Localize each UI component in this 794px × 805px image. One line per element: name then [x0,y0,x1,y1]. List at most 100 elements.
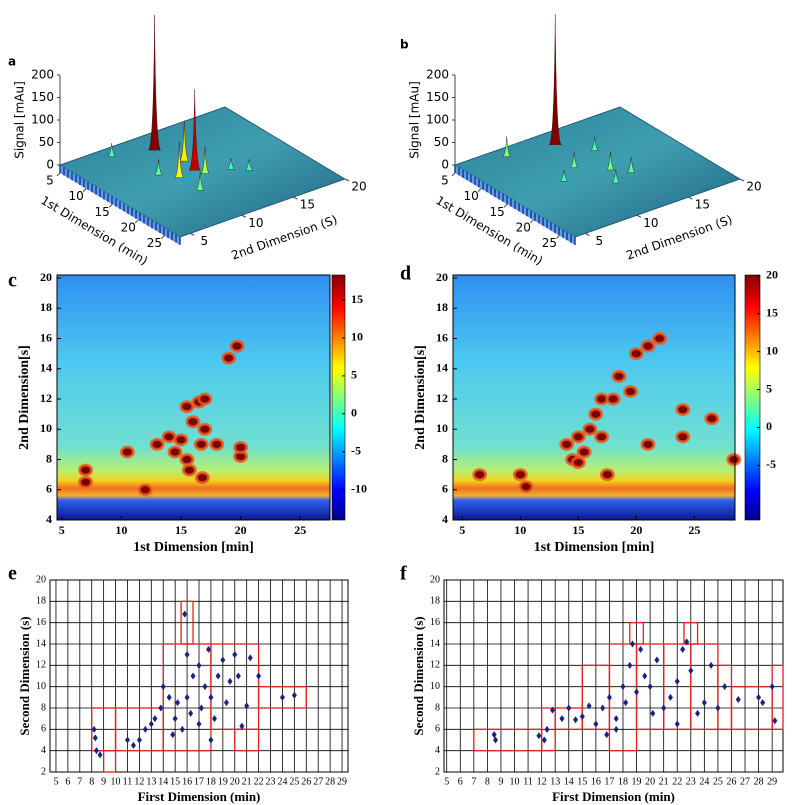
point [92,734,98,742]
point [684,638,690,646]
point [220,656,226,664]
point [160,683,166,691]
point [701,699,707,707]
x-axis-title: 1st Dimension [min] [133,540,254,555]
y-tick-label: 8 [41,702,46,713]
y-axis-title: 2nd Dimension (S) [625,212,735,262]
point [613,725,619,733]
colorbar [744,274,761,521]
hot-spot [78,463,94,477]
panel-letter: e [8,563,17,585]
peak [188,89,201,171]
x-tick-label: 29 [337,776,347,787]
point [642,672,648,680]
plot-frame [452,274,736,521]
peak [200,146,210,174]
colorbar-tick-label: 10 [351,330,363,344]
y-axis-title: 2nd Dimension[s] [413,345,428,450]
z-tick-label: 200 [426,68,449,82]
point [772,717,778,725]
point [638,645,644,653]
point [620,683,626,691]
hot-spot [78,475,94,489]
x-tick-label: 20 [630,523,642,537]
point [536,732,542,740]
hot-spot [197,422,213,436]
x-tick [451,172,456,177]
panel: 5 10 15 20 25 4 6 8 10 12 14 16 18 20 -10 -5 0 5 10 15 1st D… [8,270,367,556]
x-tick-label: 20 [235,523,247,537]
y-tick-label: 15 [695,198,710,212]
x-tick-label: 5 [53,776,58,787]
point [97,751,103,759]
x-tick [477,188,482,193]
x-tick-label: 19 [632,776,642,787]
point [148,720,154,728]
z-tick-label: 200 [31,68,54,82]
x-tick-label: 5 [444,776,449,787]
point [708,661,714,669]
point [256,672,262,680]
y-tick-label: 8 [46,451,52,465]
point [188,709,194,717]
y-tick-label: 8 [442,451,448,465]
hot-spot [628,347,644,361]
y-tick-label: 4 [435,745,440,756]
point [756,693,762,701]
panel-letter: b [400,38,409,52]
point [674,720,680,728]
y-tick [739,178,745,182]
y-tick-label: 16 [40,330,52,344]
y-tick-label: 18 [40,300,52,314]
point [493,736,499,744]
peak [179,120,190,162]
point [182,610,188,618]
x-tick-label: 26 [726,776,736,787]
point [166,693,172,701]
z-axis-title: Signal [mAu] [408,81,422,159]
point [179,725,185,733]
z-tick-label: 150 [31,90,54,104]
point [184,651,190,659]
hot-spot [640,437,656,451]
x-tick-label: 25 [688,523,700,537]
y-tick-label: 12 [430,660,440,671]
point [175,699,181,707]
x-tick-label: 15 [170,776,180,787]
x-tick-label: 11 [523,776,533,787]
point [196,720,202,728]
hot-spot [576,445,592,459]
x-tick-label: 14 [564,776,574,787]
z-tick-label: 150 [426,90,449,104]
point [152,715,158,723]
y-tick-label: 8 [435,702,440,713]
x-tick-label: 12 [134,776,144,787]
hot-spot [229,339,245,353]
hot-spot [512,468,528,482]
x-tick-label: 29 [767,776,777,787]
y-tick-label: 12 [40,391,52,405]
y-tick-label: 10 [436,421,448,435]
y-tick-label: 4 [46,512,52,526]
y-tick-label: 18 [430,596,440,607]
region-box [234,728,260,752]
x-axis-title: 1st Dimension [min] [534,540,655,555]
point [172,715,178,723]
point [232,651,238,659]
y-tick-label: 16 [436,330,448,344]
y-tick-label: 5 [595,234,603,248]
x-tick-label: 7 [77,776,82,787]
hot-spot [119,445,135,459]
peak [627,156,636,173]
x-tick-label: 23 [266,776,276,787]
y-tick-label: 20 [351,180,366,194]
x-tick-label: 5 [441,174,449,188]
colorbar-tick-label: 10 [766,343,778,357]
y-tick [344,178,350,182]
hot-spot [605,392,621,406]
point [566,704,572,712]
x-tick-label: 17 [194,776,204,787]
x-tick-label: 27 [740,776,750,787]
point [667,693,673,701]
